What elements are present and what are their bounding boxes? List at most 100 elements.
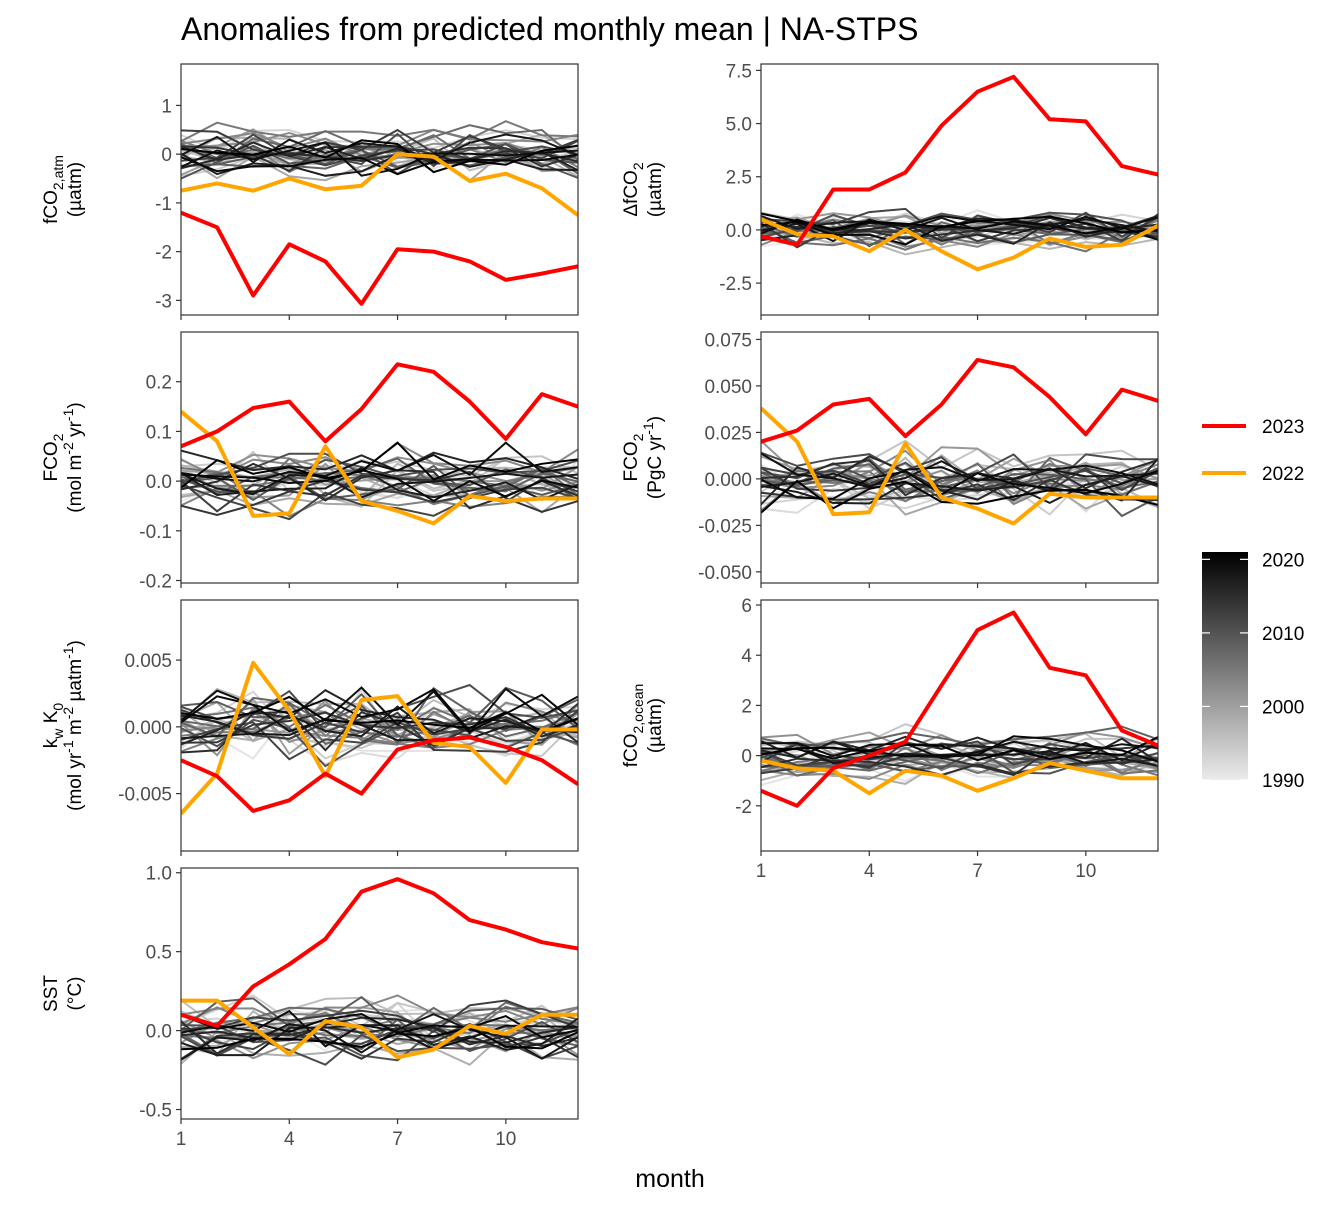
x-tick-label: 10 [1075,861,1096,882]
colorbar-label: 2010 [1262,624,1304,645]
y-tick-label: 4 [741,646,752,667]
y-tick-label: 1 [161,96,172,117]
year-line-2010 [181,142,578,180]
plot-area [181,362,578,526]
y-tick-label: 0.5 [146,943,172,964]
series-line-2023 [761,357,1158,444]
y-tick-label: 0.000 [704,470,752,491]
series-line-2023 [181,362,578,449]
y-axis-label: ΔfCO2(µatm) [621,162,666,217]
panel-fco2-flux-pgc: 0.075 0.050 0.025 0.000 -0.025 -0.050 FCO2(PgC… [621,330,1159,588]
colorbar-label: 2020 [1262,550,1304,571]
panel-border [180,63,579,316]
year-line-2021 [181,695,578,733]
year-line-2018 [181,472,578,499]
figure-title: Anomalies from predicted monthly mean | … [181,11,918,47]
y-tick-label: 2 [741,696,752,717]
y-tick-label: -0.1 [139,522,172,543]
plot-area [181,877,578,1066]
y-tick-label: -0.005 [118,785,172,806]
panel-border [760,331,1159,584]
series-line-2023 [181,877,578,1028]
year-line-2018 [181,717,578,742]
year-line-2016 [181,141,578,172]
y-tick-label: 0.0 [146,1022,172,1043]
series-line-2022 [181,660,578,815]
series-line-2023 [761,610,1158,808]
panel-border [180,867,579,1120]
series-line-2022 [181,152,578,217]
y-tick-label: -0.2 [139,572,172,593]
y-tick-label: 1.0 [146,864,172,885]
year-line-2020 [181,469,578,503]
y-tick-label: 0.005 [124,651,172,672]
year-line-1996 [761,732,1158,759]
y-tick-label: 6 [741,596,752,617]
y-tick-label: -2 [735,797,752,818]
panel-sst: 1.0 0.5 0.0 -0.51 4 7 10 SST (°C) [41,864,579,1150]
year-line-2019 [181,1009,578,1051]
panel-fco2-atm: 1 0 -1 -2 -3 fCO2,atm(µatm) [41,63,579,320]
y-axis-label: fCO2,atm(µatm) [41,155,86,224]
legend-label-2023: 2023 [1262,417,1304,438]
year-line-2019 [761,452,1158,489]
year-line-2003 [181,128,578,157]
series-line-2022 [761,406,1158,526]
year-line-2020 [761,735,1158,763]
plot-area [761,357,1158,526]
year-line-2017 [181,466,578,501]
y-tick-label: 5.0 [726,115,752,136]
y-axis-label: fCO2,ocean(µatm) [621,684,666,768]
year-line-2015 [761,459,1158,497]
series-line-2023 [761,74,1158,247]
y-tick-label: -0.5 [139,1101,172,1122]
y-tick-label: -1 [155,194,172,215]
x-tick-label: 1 [756,861,767,882]
y-tick-label: 0.075 [704,330,752,351]
panel-kw-k0: 0.005 0.000 -0.005 kw K0(mol yr-1 m-2 µatm-… [41,599,579,856]
y-tick-label: 2.5 [726,168,752,189]
year-line-2012 [181,1022,578,1060]
year-line-2014 [181,1024,578,1060]
year-line-2009 [761,749,1158,773]
y-tick-label: 0.050 [704,377,752,398]
y-tick-label: -2.5 [719,274,752,295]
year-line-2005 [181,466,578,506]
panel-fco2-flux-mol: 0.2 0.1 0.0 -0.1 -0.2 FCO2(mol m-2 yr-1) [41,331,579,593]
x-axis-label: month [635,1165,704,1193]
y-tick-label: -0.025 [698,516,752,537]
panel-border [760,63,1159,316]
y-tick-label: 0.1 [146,422,172,443]
x-tick-label: 4 [284,1129,295,1150]
y-tick-label: 0.0 [726,221,752,242]
x-tick-label: 7 [972,861,983,882]
y-tick-label: 0.000 [124,718,172,739]
year-line-2005 [181,120,578,143]
y-tick-label: 0 [161,145,172,166]
year-line-2017 [181,1017,578,1057]
year-line-2021 [181,139,578,174]
plot-area [761,74,1158,272]
plot-area [181,660,578,815]
y-tick-label: 0.025 [704,423,752,444]
year-line-2014 [181,702,578,744]
year-line-2016 [181,449,578,480]
x-tick-label: 10 [495,1129,516,1150]
panel-border [180,599,579,852]
year-line-2021 [181,441,578,489]
y-tick-label: -0.050 [698,563,752,584]
panel-border [760,599,1159,852]
year-line-2003 [181,994,578,1027]
y-tick-label: -2 [155,243,172,264]
panels: 10-1-2-3fCO2,atm(µatm)7.55.02.50.0-2.5Δf… [41,61,1159,1150]
x-tick-label: 7 [392,1129,403,1150]
legend: 2023 2022 2020 2010 2000 1990 [1202,417,1304,792]
year-line-2013 [181,128,578,157]
year-line-2021 [761,736,1158,762]
y-axis-label: SST (°C) [41,975,86,1012]
y-tick-label: 0.0 [146,472,172,493]
y-tick-label: -3 [155,291,172,312]
y-tick-label: 0.2 [146,373,172,394]
series-line-2022 [181,409,578,526]
